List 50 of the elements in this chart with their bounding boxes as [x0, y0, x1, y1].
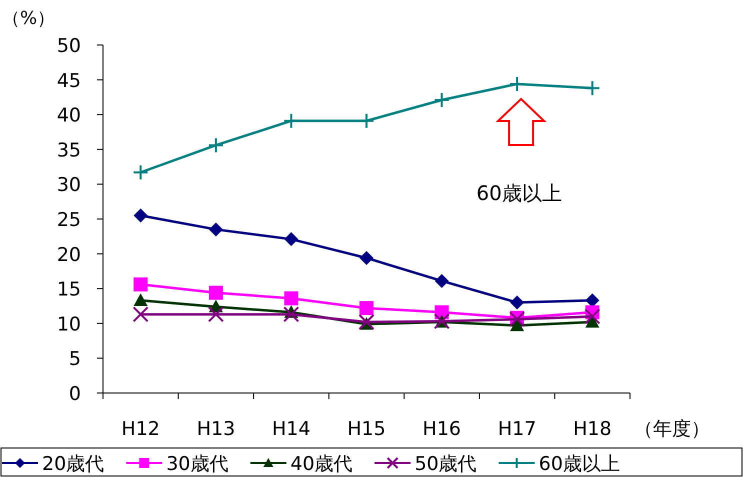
point [134, 277, 148, 292]
y-axis-title: （%） [2, 8, 56, 29]
y-tick-label: 30 [56, 174, 81, 196]
legend-label: 40歳代 [290, 453, 353, 475]
point [434, 274, 449, 288]
y-tick-label: 10 [56, 313, 81, 336]
point [509, 76, 526, 92]
x-tick-label: H17 [498, 418, 536, 440]
y-tick-label: 15 [56, 278, 81, 301]
point [134, 293, 148, 306]
point [358, 112, 374, 129]
x-tick-label: H14 [272, 418, 310, 440]
point [283, 112, 300, 129]
point [284, 232, 298, 246]
y-tick-label: 40 [56, 104, 81, 127]
point [208, 137, 224, 154]
legend-label: 20歳代 [42, 453, 104, 475]
y-tick-label: 35 [56, 139, 81, 162]
y-tick-label: 5 [68, 348, 81, 370]
annotation: 60歳以上 [476, 181, 562, 205]
point [132, 306, 149, 322]
x-tick-label: H15 [347, 418, 386, 440]
point [510, 296, 524, 310]
legend-label: 30歳代 [166, 453, 228, 475]
point [358, 314, 374, 330]
point [360, 250, 374, 265]
legend-label: 50歳代 [414, 453, 477, 475]
point [283, 306, 300, 322]
point [584, 308, 600, 324]
y-tick-label: 50 [56, 35, 81, 57]
point [360, 301, 374, 316]
point [132, 164, 149, 180]
y-tick-label: 45 [56, 70, 81, 92]
legend-label: 60歳以上 [538, 453, 620, 475]
x-tick-label: H18 [573, 418, 612, 440]
point [208, 222, 223, 236]
y-tick-label: 0 [68, 383, 81, 405]
y-tick-label: 20 [56, 244, 81, 266]
y-tick-label: 25 [56, 209, 81, 231]
point [584, 80, 600, 96]
x-tick-label: H12 [121, 418, 160, 440]
point [134, 208, 148, 223]
point [585, 293, 600, 308]
x-axis-title: （年度） [634, 418, 710, 440]
point [208, 306, 224, 322]
point [284, 291, 298, 306]
x-tick-label: H13 [196, 418, 236, 440]
point [434, 92, 450, 108]
x-tick-label: H16 [422, 418, 462, 440]
point [208, 286, 223, 300]
